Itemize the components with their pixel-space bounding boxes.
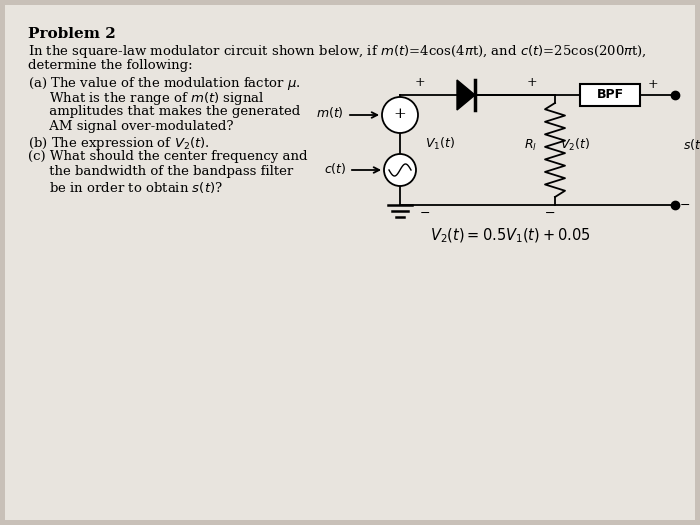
Text: In the square-law modulator circuit shown below, if $m(t)$=4cos(4$\pi$t), and $c: In the square-law modulator circuit show… xyxy=(28,43,647,60)
Text: What is the range of $m(t)$ signal: What is the range of $m(t)$ signal xyxy=(28,90,265,107)
Text: the bandwidth of the bandpass filter: the bandwidth of the bandpass filter xyxy=(28,165,293,178)
FancyBboxPatch shape xyxy=(5,5,695,520)
Text: BPF: BPF xyxy=(596,89,624,101)
Text: AM signal over-modulated?: AM signal over-modulated? xyxy=(28,120,234,133)
Text: +: + xyxy=(393,107,407,121)
Text: $c(t)$: $c(t)$ xyxy=(323,161,346,175)
Circle shape xyxy=(382,97,418,133)
Text: amplitudes that makes the generated: amplitudes that makes the generated xyxy=(28,105,300,118)
Text: (c) What should the center frequency and: (c) What should the center frequency and xyxy=(28,150,307,163)
Text: determine the following:: determine the following: xyxy=(28,59,192,72)
Text: +: + xyxy=(648,78,659,91)
Text: −: − xyxy=(680,198,690,212)
Text: (a) The value of the modulation factor $\mu$.: (a) The value of the modulation factor $… xyxy=(28,75,300,92)
Text: be in order to obtain $s(t)$?: be in order to obtain $s(t)$? xyxy=(28,180,223,195)
FancyBboxPatch shape xyxy=(580,84,640,106)
Text: $V_2(t)$: $V_2(t)$ xyxy=(560,137,590,153)
Text: +: + xyxy=(415,76,426,89)
Text: Problem 2: Problem 2 xyxy=(28,27,116,41)
Text: $V_2(t) = 0.5V_1(t) + 0.05$: $V_2(t) = 0.5V_1(t) + 0.05$ xyxy=(430,227,590,245)
Text: $m(t)$: $m(t)$ xyxy=(316,106,344,121)
Circle shape xyxy=(384,154,416,186)
Polygon shape xyxy=(457,80,475,110)
Text: $s(t)$: $s(t)$ xyxy=(683,138,700,152)
Text: $V_1(t)$: $V_1(t)$ xyxy=(425,135,455,152)
Text: −: − xyxy=(545,207,555,220)
Text: −: − xyxy=(420,207,430,220)
Text: $R_l$: $R_l$ xyxy=(524,138,537,153)
Text: (b) The expression of $V_2(t)$.: (b) The expression of $V_2(t)$. xyxy=(28,135,210,152)
Text: −: − xyxy=(545,207,555,220)
Text: +: + xyxy=(526,76,537,89)
